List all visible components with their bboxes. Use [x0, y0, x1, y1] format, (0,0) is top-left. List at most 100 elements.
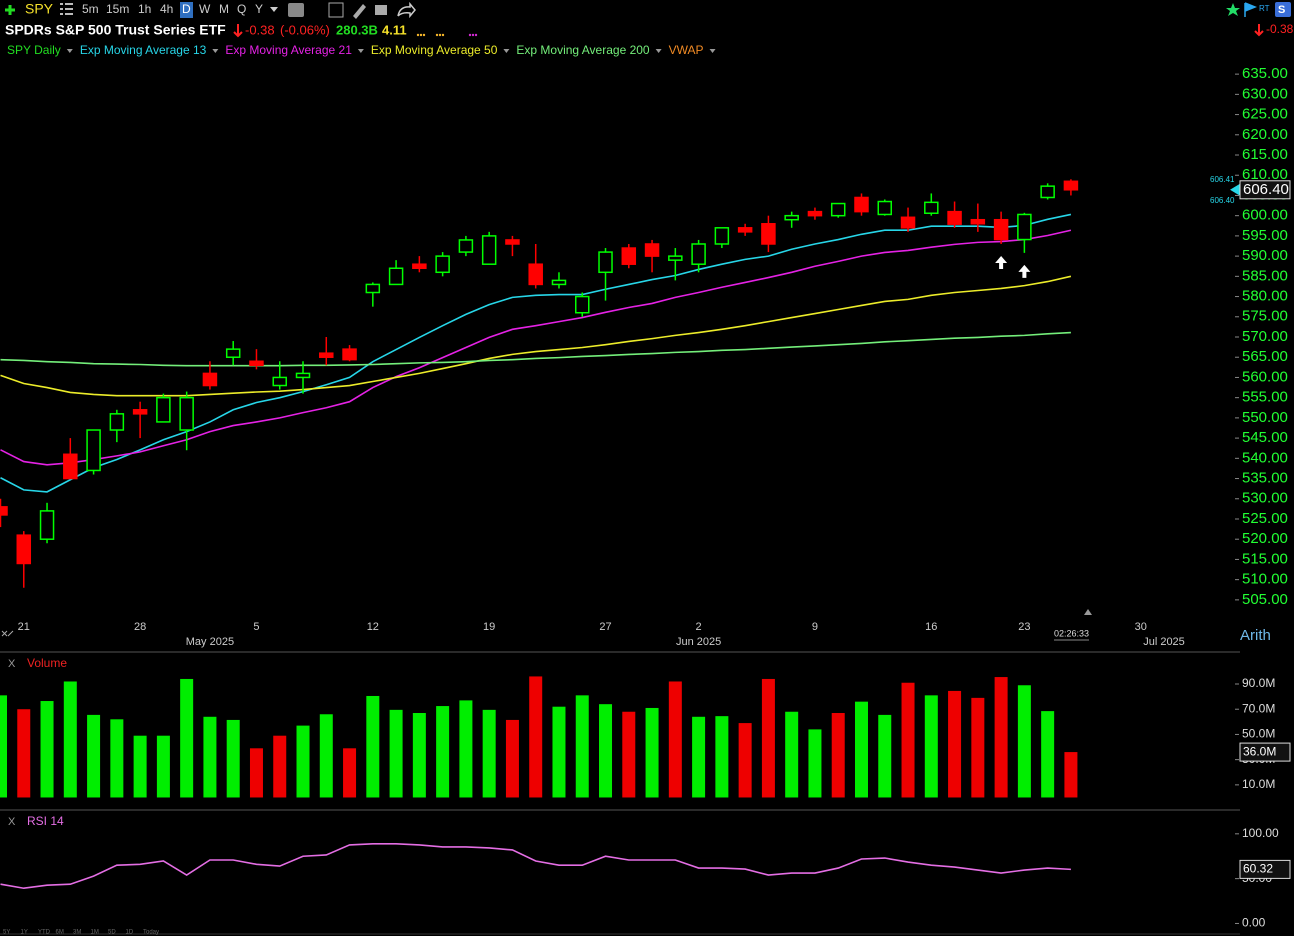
moving-average-line: [0, 331, 1071, 367]
volume-bar: [63, 681, 77, 798]
panel-title[interactable]: RSI 14: [27, 814, 64, 828]
volume-bar: [948, 690, 962, 798]
timeframe[interactable]: 1h: [138, 2, 151, 16]
list-icon[interactable]: [60, 3, 73, 15]
tool-icon[interactable]: [288, 3, 304, 17]
zoom-icon[interactable]: [1, 630, 14, 637]
timeframe[interactable]: M: [219, 2, 229, 16]
star-icon[interactable]: [1226, 3, 1240, 16]
legend-dropdown[interactable]: [655, 49, 662, 53]
volume-bar: [599, 704, 613, 798]
timeframe[interactable]: 5m: [82, 2, 99, 16]
timeframe[interactable]: 15m: [106, 2, 129, 16]
y-tick-label: 570.00: [1242, 328, 1288, 345]
add-icon[interactable]: [5, 5, 15, 15]
active-timeframe: [180, 2, 193, 18]
ask: 606.40: [1210, 196, 1235, 205]
y-tick-label: 545.00: [1242, 429, 1288, 446]
title-row: SPDRs S&P 500 Trust Series ETF -0.38 (-0…: [5, 22, 1294, 38]
tool-icon[interactable]: [328, 2, 344, 18]
candle-body: [365, 283, 381, 294]
timeframe[interactable]: D: [182, 2, 191, 16]
y-tick-label: 575.00: [1242, 308, 1288, 325]
range-button[interactable]: 1Y: [21, 930, 28, 936]
candle-body: [86, 429, 101, 472]
legend: SPY Daily Exp Moving Average 13 Exp Moving…: [7, 43, 716, 57]
x-tick-label: 16: [925, 621, 937, 633]
range-button[interactable]: 1M: [91, 930, 99, 936]
candle-body: [1017, 213, 1032, 241]
legend-entry[interactable]: SPY Daily: [7, 43, 61, 57]
dropdown-icon[interactable]: [270, 7, 278, 12]
volume-bar: [389, 709, 403, 798]
candle-body: [924, 201, 939, 215]
legend-dropdown[interactable]: [66, 49, 73, 53]
candle-body: [179, 396, 194, 431]
candle-body: [0, 506, 8, 516]
x-tick-label: 30: [1135, 621, 1147, 633]
candle-body: [877, 200, 893, 216]
symbol[interactable]: SPY: [25, 1, 54, 17]
legend-dropdown[interactable]: [357, 49, 364, 53]
badge-box[interactable]: [1275, 2, 1291, 17]
panel-title[interactable]: Volume: [27, 656, 67, 670]
share-icon[interactable]: [397, 1, 416, 19]
volume-bar: [203, 716, 217, 798]
range-button[interactable]: 5Y: [3, 930, 10, 936]
timeframe[interactable]: 4h: [160, 2, 173, 16]
candle-body: [388, 267, 404, 286]
moving-average-line: [0, 213, 1072, 493]
volume-bar: [808, 729, 822, 798]
volume-bar: [412, 713, 426, 798]
timeframe[interactable]: W: [199, 2, 211, 16]
volume-bar: [87, 714, 101, 798]
timeframe[interactable]: Y: [255, 2, 263, 16]
y-tick-label: 615.00: [1242, 146, 1288, 163]
range-button[interactable]: 5D: [108, 930, 116, 936]
y-tick-label: 520.00: [1242, 530, 1288, 547]
candle-body: [272, 376, 287, 387]
legend-entry[interactable]: Exp Moving Average 13: [80, 43, 207, 57]
close-panel[interactable]: X: [8, 816, 16, 828]
legend-dropdown[interactable]: [709, 49, 716, 53]
x-tick-label: 21: [18, 621, 30, 633]
range-button[interactable]: Today: [143, 930, 159, 936]
range-button[interactable]: 6M: [56, 930, 64, 936]
draw-icon[interactable]: [353, 4, 366, 19]
range-button[interactable]: 1D: [126, 930, 134, 936]
legend-dropdown[interactable]: [503, 49, 510, 53]
legend-dropdown[interactable]: [212, 49, 219, 53]
volume-bar: [436, 706, 450, 798]
scroll-marker[interactable]: [1084, 609, 1092, 615]
candle-body: [947, 210, 962, 225]
candle-body: [63, 453, 78, 480]
volume-bar: [40, 701, 54, 798]
candle-body: [342, 348, 357, 361]
scale-mode[interactable]: Arith: [1240, 627, 1271, 644]
legend-entry[interactable]: Exp Moving Average 21: [225, 43, 352, 57]
range-button[interactable]: YTD: [38, 930, 51, 936]
y-tick-label: 580.00: [1242, 288, 1288, 305]
range-button[interactable]: 3M: [73, 930, 81, 936]
close-panel[interactable]: X: [8, 658, 16, 670]
y-tick-label: 550.00: [1242, 409, 1288, 426]
x-month-label: Jun 2025: [676, 636, 721, 648]
candle-body: [551, 279, 567, 286]
y-tick-label: 510.00: [1242, 571, 1288, 588]
tool-icon[interactable]: [375, 5, 387, 15]
legend-entry[interactable]: VWAP: [669, 43, 704, 57]
flag-icon[interactable]: [1244, 2, 1258, 17]
candle-body: [225, 348, 241, 358]
change: -0.38: [245, 22, 275, 37]
badge[interactable]: S: [1278, 4, 1285, 16]
legend-entry[interactable]: Exp Moving Average 50: [371, 43, 498, 57]
y-tick-label: 555.00: [1242, 389, 1288, 406]
right-change: -0.38: [1266, 22, 1294, 36]
volume-bar: [924, 695, 938, 798]
candle-body: [830, 202, 846, 217]
y-tick-label: 525.00: [1242, 510, 1288, 527]
timeframe[interactable]: Q: [237, 2, 246, 16]
x-month-label: Jul 2025: [1143, 636, 1185, 648]
legend-entry[interactable]: Exp Moving Average 200: [516, 43, 650, 57]
candle-body: [435, 255, 450, 274]
